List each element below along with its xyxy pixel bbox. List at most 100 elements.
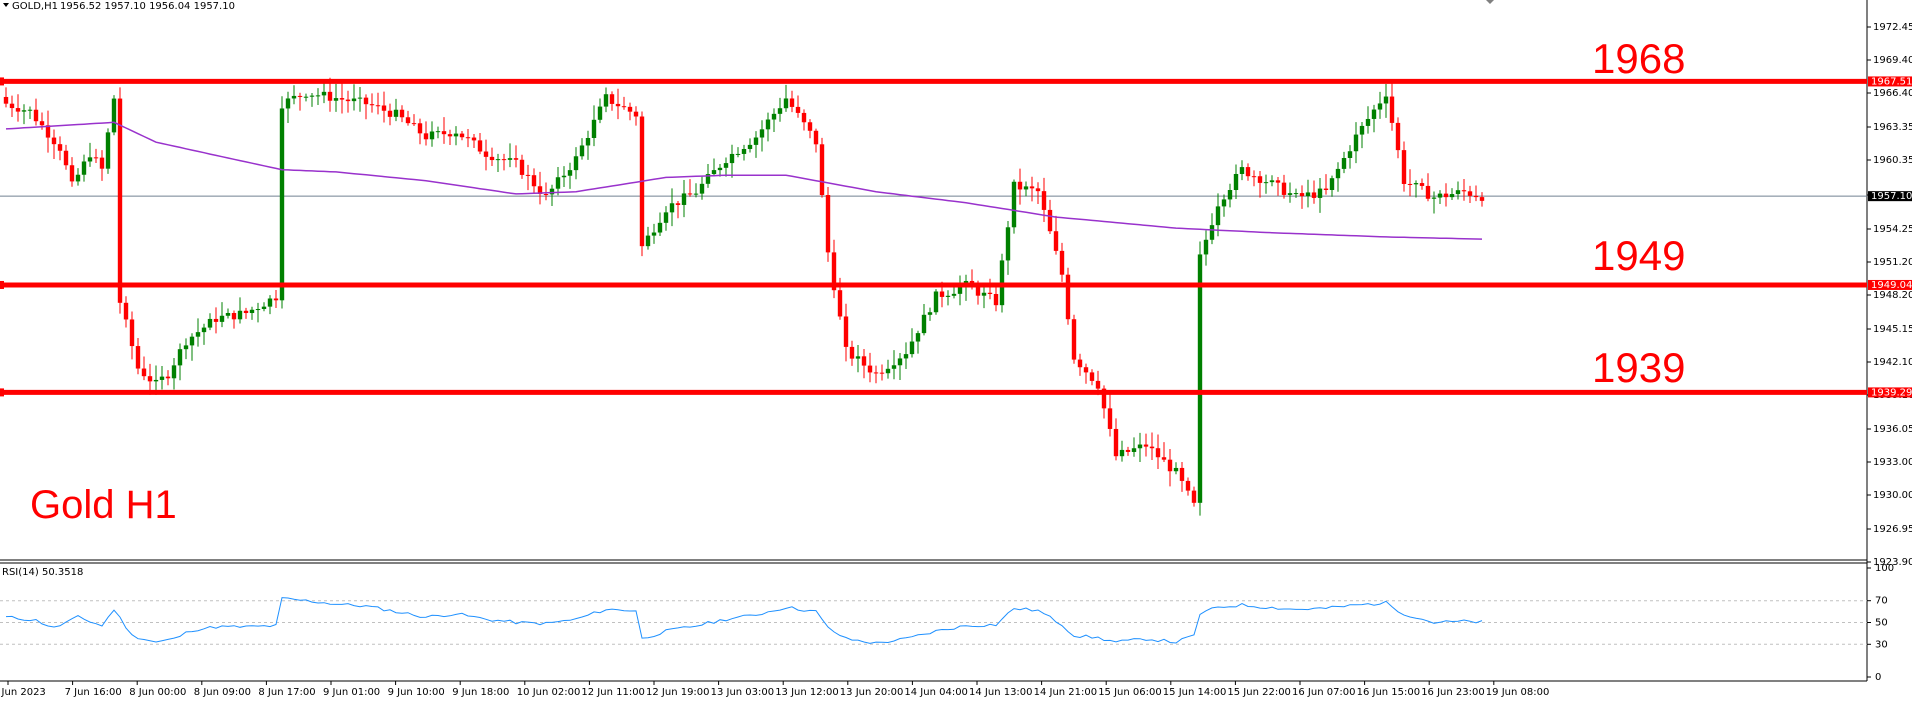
candle-body[interactable] <box>159 376 165 380</box>
candle-body[interactable] <box>1107 408 1113 429</box>
candle-body[interactable] <box>861 356 867 366</box>
candle-body[interactable] <box>1341 157 1347 169</box>
candle-body[interactable] <box>1305 192 1311 197</box>
candle-body[interactable] <box>801 112 807 123</box>
candle-body[interactable] <box>183 345 189 350</box>
candle-body[interactable] <box>93 157 99 159</box>
candle-body[interactable] <box>267 298 273 307</box>
candle-body[interactable] <box>1191 490 1197 503</box>
candle-body[interactable] <box>285 98 291 109</box>
candle-body[interactable] <box>729 153 735 164</box>
candle-body[interactable] <box>1359 125 1365 135</box>
candle-body[interactable] <box>813 130 819 145</box>
candle-body[interactable] <box>1245 167 1251 177</box>
candle-body[interactable] <box>1353 134 1359 152</box>
candle-body[interactable] <box>393 109 399 117</box>
candle-body[interactable] <box>375 105 381 107</box>
candle-body[interactable] <box>1197 254 1203 503</box>
candle-body[interactable] <box>795 106 801 113</box>
candle-body[interactable] <box>471 137 477 141</box>
candle-body[interactable] <box>33 109 39 122</box>
candle-body[interactable] <box>525 174 531 176</box>
candle-body[interactable] <box>1419 183 1425 186</box>
candle-body[interactable] <box>1209 225 1215 240</box>
candle-body[interactable] <box>273 298 279 301</box>
candle-body[interactable] <box>741 148 747 154</box>
candle-body[interactable] <box>201 327 207 333</box>
candle-body[interactable] <box>339 98 345 100</box>
chart-shift-icon[interactable] <box>1486 0 1494 4</box>
candle-body[interactable] <box>87 157 93 162</box>
candle-body[interactable] <box>303 96 309 98</box>
candle-body[interactable] <box>1155 448 1161 458</box>
candle-body[interactable] <box>1407 183 1413 185</box>
candle-body[interactable] <box>321 91 327 96</box>
candle-body[interactable] <box>567 170 573 176</box>
candle-body[interactable] <box>489 156 495 161</box>
candle-body[interactable] <box>465 137 471 139</box>
candle-body[interactable] <box>519 159 525 175</box>
candle-body[interactable] <box>147 376 153 382</box>
candle-body[interactable] <box>27 109 33 111</box>
candle-body[interactable] <box>867 365 873 373</box>
candle-body[interactable] <box>99 157 105 169</box>
candle-body[interactable] <box>909 341 915 355</box>
candle-body[interactable] <box>1365 118 1371 126</box>
candle-body[interactable] <box>1089 372 1095 381</box>
candle-body[interactable] <box>663 212 669 223</box>
candle-body[interactable] <box>1179 467 1185 481</box>
candle-body[interactable] <box>1395 122 1401 151</box>
candle-body[interactable] <box>1215 206 1221 226</box>
candle-body[interactable] <box>579 145 585 157</box>
candle-body[interactable] <box>531 175 537 187</box>
candle-body[interactable] <box>1413 183 1419 185</box>
candle-body[interactable] <box>993 293 999 306</box>
candle-body[interactable] <box>1161 457 1167 460</box>
candle-body[interactable] <box>441 131 447 135</box>
candle-body[interactable] <box>657 222 663 233</box>
chart-menu-arrow-icon[interactable] <box>3 3 9 7</box>
candle-body[interactable] <box>711 170 717 175</box>
candle-body[interactable] <box>1479 197 1485 201</box>
candle-body[interactable] <box>63 150 69 166</box>
candle-body[interactable] <box>1299 193 1305 197</box>
candle-body[interactable] <box>1173 467 1179 472</box>
candle-body[interactable] <box>1167 459 1173 472</box>
candle-body[interactable] <box>513 158 519 160</box>
candle-body[interactable] <box>387 110 393 117</box>
candle-body[interactable] <box>555 177 561 189</box>
candle-body[interactable] <box>597 106 603 120</box>
candle-body[interactable] <box>1317 188 1323 198</box>
candle-body[interactable] <box>423 133 429 140</box>
candle-body[interactable] <box>1455 190 1461 195</box>
candle-body[interactable] <box>789 98 795 107</box>
candle-body[interactable] <box>171 365 177 379</box>
candle-body[interactable] <box>771 113 777 120</box>
candle-body[interactable] <box>927 312 933 315</box>
candle-body[interactable] <box>1257 176 1263 183</box>
candle-body[interactable] <box>621 106 627 108</box>
candle-body[interactable] <box>1449 194 1455 198</box>
candle-body[interactable] <box>495 159 501 161</box>
candle-body[interactable] <box>405 117 411 124</box>
candle-body[interactable] <box>825 195 831 253</box>
candle-body[interactable] <box>249 309 255 314</box>
candle-body[interactable] <box>1059 250 1065 275</box>
candle-body[interactable] <box>585 137 591 146</box>
candle-body[interactable] <box>1269 180 1275 183</box>
candle-body[interactable] <box>117 98 123 303</box>
candle-body[interactable] <box>429 131 435 140</box>
candle-body[interactable] <box>837 290 843 317</box>
candle-body[interactable] <box>831 252 837 291</box>
candle-body[interactable] <box>255 309 261 311</box>
candle-body[interactable] <box>1149 446 1155 449</box>
candle-body[interactable] <box>225 312 231 316</box>
candle-body[interactable] <box>1053 231 1059 251</box>
candle-body[interactable] <box>1329 178 1335 190</box>
candle-body[interactable] <box>363 97 369 105</box>
candle-body[interactable] <box>1437 193 1443 198</box>
candle-body[interactable] <box>975 287 981 296</box>
candle-body[interactable] <box>105 132 111 169</box>
candle-body[interactable] <box>501 159 507 161</box>
